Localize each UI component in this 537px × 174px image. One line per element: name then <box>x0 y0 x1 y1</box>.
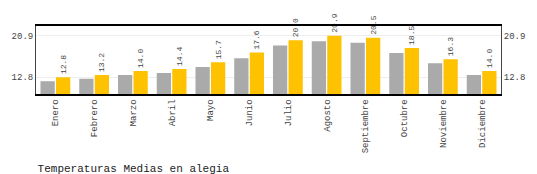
svg-text:12.8: 12.8 <box>59 55 68 74</box>
svg-text:Enero: Enero <box>51 99 61 126</box>
svg-text:15.7: 15.7 <box>214 40 223 59</box>
svg-text:Mayo: Mayo <box>206 99 216 121</box>
svg-text:18.5: 18.5 <box>407 26 416 45</box>
svg-text:20.0: 20.0 <box>291 18 300 37</box>
svg-text:20.9: 20.9 <box>504 32 526 42</box>
svg-text:Abril: Abril <box>168 99 178 126</box>
svg-text:17.6: 17.6 <box>252 30 261 49</box>
svg-text:Marzo: Marzo <box>129 99 139 126</box>
svg-text:Diciembre: Diciembre <box>478 99 488 148</box>
svg-text:20.5: 20.5 <box>369 15 378 34</box>
svg-text:13.2: 13.2 <box>97 53 106 72</box>
svg-text:Agosto: Agosto <box>323 99 333 131</box>
svg-text:Junio: Junio <box>245 99 255 126</box>
svg-text:16.3: 16.3 <box>446 37 455 56</box>
svg-text:12.8: 12.8 <box>504 73 526 83</box>
svg-text:14.0: 14.0 <box>136 49 145 68</box>
svg-text:12.8: 12.8 <box>12 73 34 83</box>
svg-text:Septiembre: Septiembre <box>361 99 371 153</box>
svg-text:Octubre: Octubre <box>400 99 410 137</box>
svg-text:14.0: 14.0 <box>485 49 494 68</box>
svg-text:20.9: 20.9 <box>330 13 339 32</box>
svg-text:14.4: 14.4 <box>175 47 184 66</box>
svg-text:Temperaturas Medias en alegia: Temperaturas Medias en alegia <box>38 163 230 174</box>
svg-text:Julio: Julio <box>284 99 294 126</box>
svg-text:Noviembre: Noviembre <box>439 99 449 148</box>
svg-text:20.9: 20.9 <box>12 32 34 42</box>
svg-text:Febrero: Febrero <box>90 99 100 137</box>
